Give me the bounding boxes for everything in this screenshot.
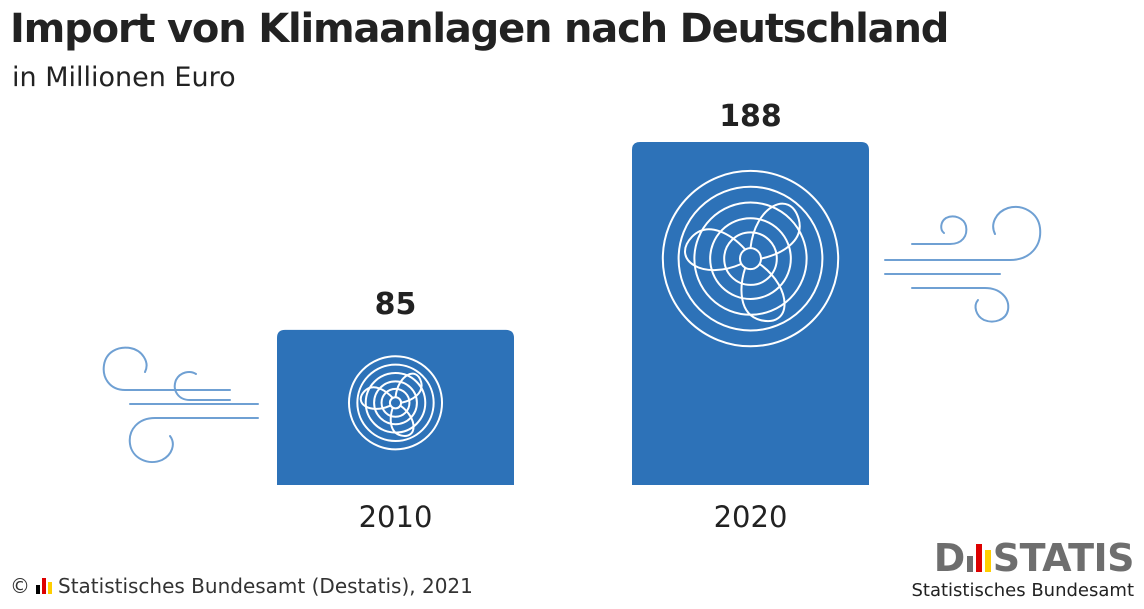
fan-icon [661, 169, 840, 348]
destatis-logo: D STATIS [911, 536, 1135, 580]
wind-left-icon [102, 346, 259, 463]
destatis-logo-right: STATIS [992, 536, 1135, 580]
destatis-brand: D STATIS Statistisches Bundesamt [911, 538, 1134, 601]
bars-group: 85 2010 188 2020 [277, 99, 869, 534]
chart-title: Import von Klimaanlagen nach Deutschland [10, 6, 949, 52]
fan-icon [347, 355, 444, 451]
destatis-flag-bars-icon [966, 544, 991, 572]
source-text: Statistisches Bundesamt (Destatis), 2021 [58, 574, 473, 598]
category-label: 2020 [714, 500, 788, 534]
value-label: 85 [375, 287, 417, 322]
source-footer: © Statistisches Bundesamt (Destatis), 20… [10, 574, 473, 598]
copyright-icon: © [10, 574, 30, 598]
chart-subtitle: in Millionen Euro [12, 62, 236, 93]
wind-right-icon [884, 206, 1042, 323]
bar-2020 [632, 142, 869, 485]
category-label: 2010 [359, 500, 433, 534]
destatis-brand-subtitle: Statistisches Bundesamt [911, 580, 1134, 601]
destatis-mini-logo-icon [36, 578, 52, 594]
destatis-logo-left: D [933, 536, 966, 580]
value-label: 188 [719, 99, 782, 134]
